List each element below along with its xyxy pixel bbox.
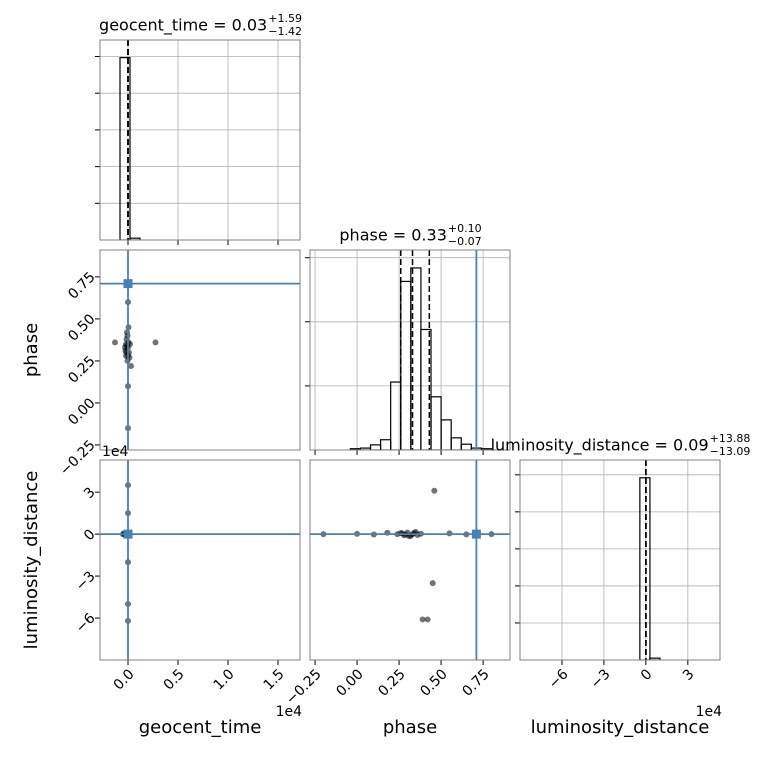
- hist-bar: [379, 439, 392, 450]
- y-tick-label: 3: [81, 485, 99, 503]
- x-tick-label: −6: [546, 666, 572, 692]
- x-tick-label: 0.5: [161, 666, 188, 693]
- panel-frame: [519, 459, 721, 661]
- x-axis-label: luminosity_distance: [531, 717, 710, 738]
- sample-point: [419, 616, 426, 623]
- title-lower: −1.42: [268, 25, 302, 38]
- y-offset-label: 1e4: [102, 444, 129, 460]
- x-tick-label: −3: [588, 666, 614, 692]
- x-tick-label: 0.25: [375, 666, 408, 699]
- title-upper: +1.59: [268, 12, 302, 25]
- x-axis-label: geocent_time: [139, 717, 262, 738]
- x-axis-label: phase: [383, 717, 437, 738]
- sample-point: [152, 339, 159, 346]
- x-tick-label: 0.75: [459, 666, 492, 699]
- panel: [520, 460, 720, 660]
- y-tick-label: −6: [73, 610, 99, 636]
- x-tick-label: 0.50: [417, 666, 450, 699]
- y-axis-label: luminosity_distance: [21, 471, 42, 650]
- y-axis-label: phase: [21, 323, 42, 377]
- title-upper: +13.88: [710, 432, 751, 445]
- x-tick-label: 3: [680, 666, 698, 684]
- y-tick-label: 0.50: [65, 311, 98, 344]
- x-tick-label: 0.0: [111, 666, 138, 693]
- sample-point: [128, 362, 134, 369]
- panel-frame: [309, 459, 511, 661]
- y-tick-label: 0: [81, 526, 99, 544]
- sample-point: [112, 339, 118, 346]
- panel: [310, 460, 510, 660]
- panel-frame: [99, 459, 301, 661]
- hist-bar: [430, 396, 442, 450]
- y-tick-label: −0.25: [57, 437, 99, 479]
- sample-point: [429, 580, 436, 587]
- panel: [100, 250, 300, 450]
- panel-frame: [309, 249, 511, 451]
- sample-point: [424, 616, 431, 623]
- hist-bar: [420, 328, 432, 450]
- x-offset-label: 1e4: [696, 704, 723, 720]
- y-tick-label: 0.75: [65, 269, 98, 302]
- hist-bar: [369, 444, 382, 450]
- hist-bar: [400, 280, 412, 450]
- truth-marker: [471, 529, 481, 539]
- panel: [310, 250, 510, 450]
- x-tick-label: 1.0: [211, 666, 238, 693]
- hist-bar: [639, 477, 651, 660]
- title-lower: −13.09: [710, 445, 751, 458]
- x-tick-label: 0.00: [333, 666, 366, 699]
- title-lower: −0.07: [448, 235, 482, 248]
- x-tick-label: 1.5: [261, 666, 288, 693]
- panel-title: luminosity_distance = 0.09: [491, 436, 709, 456]
- y-tick-label: −3: [73, 568, 99, 594]
- x-tick-label: 0: [638, 666, 656, 684]
- panel-frame: [99, 39, 301, 241]
- y-tick-label: 0.00: [65, 395, 98, 428]
- hist-bar: [450, 437, 462, 450]
- sample-point: [431, 487, 438, 494]
- truth-marker: [123, 279, 133, 289]
- y-tick-label: 0.25: [65, 353, 98, 386]
- panel-title: geocent_time = 0.03: [99, 16, 267, 36]
- hist-bar: [480, 448, 493, 450]
- panel-title: phase = 0.33: [339, 226, 446, 245]
- panel: [100, 460, 300, 660]
- hist-bar: [440, 419, 452, 450]
- x-offset-label: 1e4: [276, 704, 303, 720]
- hist-bar: [460, 443, 472, 450]
- panel: [100, 40, 300, 240]
- x-tick-label: −0.25: [283, 666, 325, 708]
- title-upper: +0.10: [448, 222, 482, 235]
- truth-marker: [123, 529, 133, 539]
- panel-frame: [99, 249, 301, 451]
